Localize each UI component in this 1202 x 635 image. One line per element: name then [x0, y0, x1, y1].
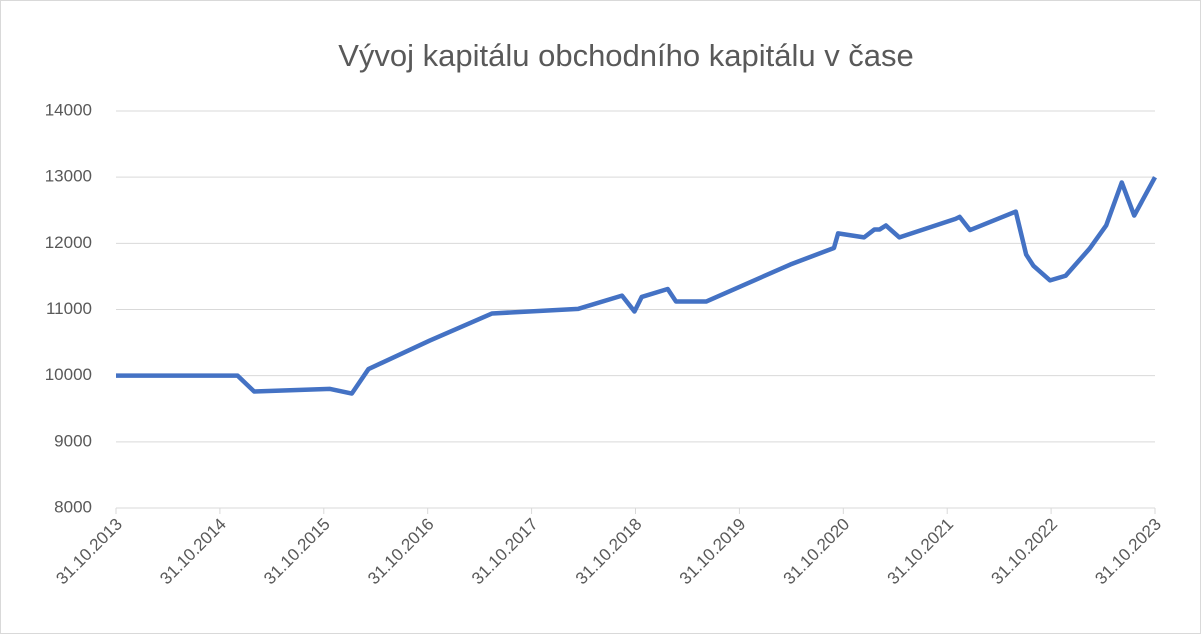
y-tick-label: 12000 [45, 233, 92, 252]
data-line [116, 176, 1157, 396]
y-tick-label: 8000 [54, 497, 92, 516]
y-tick-label: 14000 [45, 100, 92, 119]
chart-title: Vývoj kapitálu obchodního kapitálu v čas… [338, 38, 914, 73]
y-tick-label: 13000 [45, 167, 92, 186]
y-tick-label: 9000 [54, 431, 92, 450]
y-tick-label: 10000 [45, 365, 92, 384]
y-tick-label: 11000 [46, 299, 92, 318]
